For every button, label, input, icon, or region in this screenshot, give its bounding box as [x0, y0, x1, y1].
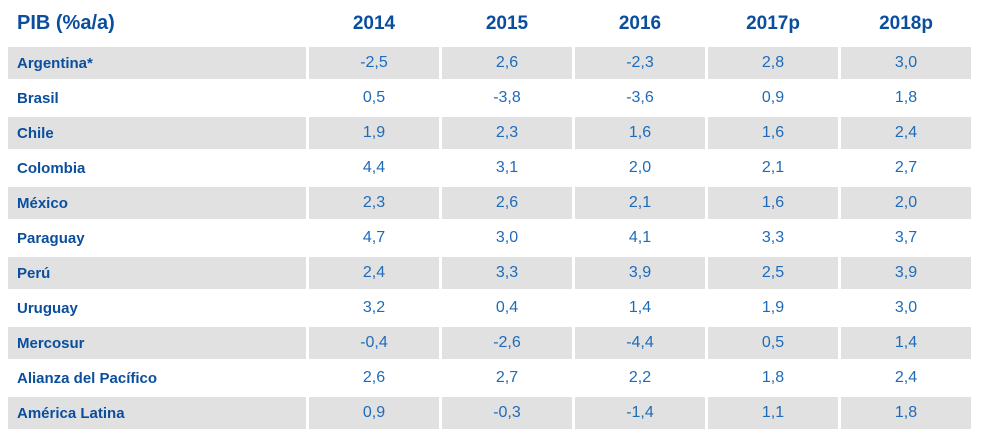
- country-label: México: [8, 187, 306, 219]
- column-header-2018p: 2018p: [879, 12, 933, 34]
- value-cell: 2,1: [708, 152, 838, 184]
- value-cell: 1,8: [841, 82, 971, 114]
- table-row: Argentina* -2,5 2,6 -2,3 2,8 3,0: [8, 47, 971, 79]
- value-cell: 1,6: [708, 187, 838, 219]
- pib-growth-table: PIB (%a/a) 2014 2015 2016 2017p 2018p Ar…: [5, 0, 974, 432]
- country-label: Alianza del Pacífico: [8, 362, 306, 394]
- column-header-2015: 2015: [485, 12, 529, 34]
- value-cell: 2,4: [841, 362, 971, 394]
- value-cell: 2,2: [575, 362, 705, 394]
- table-row: México 2,3 2,6 2,1 1,6 2,0: [8, 187, 971, 219]
- value-cell: 2,8: [708, 47, 838, 79]
- value-cell: 2,4: [309, 257, 439, 289]
- value-cell: 3,7: [841, 222, 971, 254]
- value-cell: 1,9: [309, 117, 439, 149]
- value-cell: 4,4: [309, 152, 439, 184]
- country-label: Brasil: [8, 82, 306, 114]
- value-cell: 3,3: [442, 257, 572, 289]
- country-label: Chile: [8, 117, 306, 149]
- value-cell: 3,9: [841, 257, 971, 289]
- value-cell: 2,6: [442, 187, 572, 219]
- country-label: Perú: [8, 257, 306, 289]
- value-cell: 0,5: [708, 327, 838, 359]
- table-row: Paraguay 4,7 3,0 4,1 3,3 3,7: [8, 222, 971, 254]
- value-cell: 2,0: [841, 187, 971, 219]
- value-cell: 4,7: [309, 222, 439, 254]
- table-title: PIB (%a/a): [17, 12, 115, 34]
- country-label: Mercosur: [8, 327, 306, 359]
- country-label: Uruguay: [8, 292, 306, 324]
- value-cell: 3,1: [442, 152, 572, 184]
- country-label: Colombia: [8, 152, 306, 184]
- value-cell: 0,9: [708, 82, 838, 114]
- value-cell: 2,0: [575, 152, 705, 184]
- table-row: Perú 2,4 3,3 3,9 2,5 3,9: [8, 257, 971, 289]
- value-cell: 1,4: [841, 327, 971, 359]
- value-cell: -2,6: [442, 327, 572, 359]
- table-row: Brasil 0,5 -3,8 -3,6 0,9 1,8: [8, 82, 971, 114]
- country-label: Paraguay: [8, 222, 306, 254]
- value-cell: 3,0: [841, 47, 971, 79]
- value-cell: 2,4: [841, 117, 971, 149]
- value-cell: 4,1: [575, 222, 705, 254]
- table-row: Uruguay 3,2 0,4 1,4 1,9 3,0: [8, 292, 971, 324]
- value-cell: 1,8: [841, 397, 971, 429]
- value-cell: 2,7: [442, 362, 572, 394]
- value-cell: -0,4: [309, 327, 439, 359]
- column-header-2017p: 2017p: [746, 12, 800, 34]
- value-cell: 1,6: [575, 117, 705, 149]
- value-cell: 0,4: [442, 292, 572, 324]
- header-row: PIB (%a/a) 2014 2015 2016 2017p 2018p: [8, 3, 971, 44]
- table-row: Colombia 4,4 3,1 2,0 2,1 2,7: [8, 152, 971, 184]
- value-cell: 0,9: [309, 397, 439, 429]
- value-cell: -4,4: [575, 327, 705, 359]
- column-header-2014: 2014: [352, 12, 396, 34]
- value-cell: 1,4: [575, 292, 705, 324]
- country-label: Argentina*: [8, 47, 306, 79]
- column-header-2016: 2016: [618, 12, 662, 34]
- value-cell: 3,0: [841, 292, 971, 324]
- value-cell: 2,6: [309, 362, 439, 394]
- value-cell: 0,5: [309, 82, 439, 114]
- value-cell: 1,9: [708, 292, 838, 324]
- value-cell: 2,1: [575, 187, 705, 219]
- value-cell: 3,3: [708, 222, 838, 254]
- value-cell: -2,5: [309, 47, 439, 79]
- value-cell: 1,6: [708, 117, 838, 149]
- value-cell: 2,7: [841, 152, 971, 184]
- value-cell: 2,3: [309, 187, 439, 219]
- value-cell: 3,9: [575, 257, 705, 289]
- value-cell: 2,5: [708, 257, 838, 289]
- value-cell: 1,8: [708, 362, 838, 394]
- value-cell: 2,6: [442, 47, 572, 79]
- value-cell: -3,8: [442, 82, 572, 114]
- table-row: América Latina 0,9 -0,3 -1,4 1,1 1,8: [8, 397, 971, 429]
- value-cell: -3,6: [575, 82, 705, 114]
- value-cell: -1,4: [575, 397, 705, 429]
- value-cell: 1,1: [708, 397, 838, 429]
- value-cell: 3,0: [442, 222, 572, 254]
- value-cell: -0,3: [442, 397, 572, 429]
- value-cell: 2,3: [442, 117, 572, 149]
- country-label: América Latina: [8, 397, 306, 429]
- table-row: Chile 1,9 2,3 1,6 1,6 2,4: [8, 117, 971, 149]
- table-row: Alianza del Pacífico 2,6 2,7 2,2 1,8 2,4: [8, 362, 971, 394]
- table-row: Mercosur -0,4 -2,6 -4,4 0,5 1,4: [8, 327, 971, 359]
- value-cell: 3,2: [309, 292, 439, 324]
- value-cell: -2,3: [575, 47, 705, 79]
